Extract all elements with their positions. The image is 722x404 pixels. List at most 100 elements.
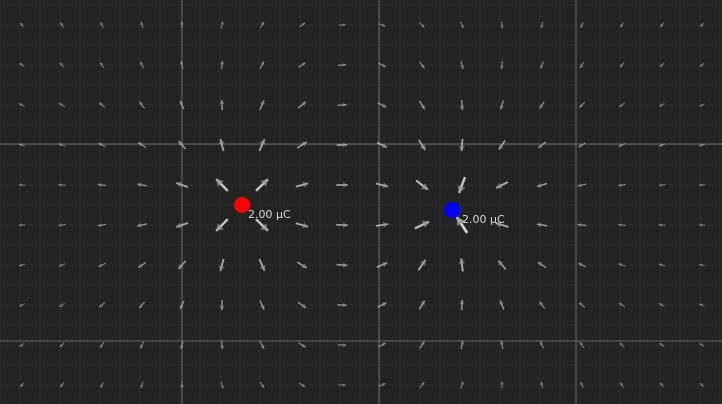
arrow-icon — [337, 343, 347, 348]
arrow-icon — [658, 183, 666, 187]
arrow-icon — [455, 216, 469, 234]
arrow-icon — [58, 263, 66, 267]
arrow-icon — [459, 100, 465, 110]
arrow-icon — [458, 138, 465, 152]
arrow-icon — [180, 381, 184, 389]
arrow-icon — [298, 62, 306, 68]
arrow-icon — [297, 101, 307, 109]
arrow-icon — [419, 22, 425, 28]
arrow-icon — [578, 101, 586, 109]
arrow-icon — [578, 142, 586, 148]
arrow-icon — [140, 381, 144, 389]
electric-field-vectors — [18, 21, 706, 389]
arrow-icon — [219, 299, 225, 311]
arrow-icon — [417, 259, 427, 271]
arrow-icon — [497, 260, 507, 270]
arrow-icon — [336, 222, 348, 228]
arrow-icon — [580, 21, 584, 29]
arrow-icon — [18, 263, 26, 267]
arrow-icon — [220, 21, 225, 29]
arrow-icon — [98, 302, 106, 308]
arrow-icon — [618, 183, 626, 188]
negative-charge[interactable] — [444, 202, 460, 218]
arrow-icon — [414, 220, 430, 230]
arrow-icon — [140, 21, 144, 29]
arrow-icon — [336, 262, 348, 268]
arrow-icon — [218, 138, 225, 152]
arrow-icon — [418, 300, 426, 310]
arrow-icon — [378, 382, 386, 388]
arrow-icon — [419, 341, 425, 349]
arrow-icon — [19, 62, 25, 68]
arrow-icon — [375, 221, 389, 228]
arrow-icon — [18, 143, 26, 147]
arrow-icon — [658, 223, 666, 227]
arrow-icon — [699, 62, 705, 68]
arrow-icon — [460, 60, 465, 70]
arrow-icon — [59, 382, 65, 388]
arrow-icon — [499, 100, 505, 110]
arrow-icon — [619, 382, 625, 388]
arrow-icon — [18, 223, 26, 227]
arrow-icon — [618, 302, 626, 308]
arrow-icon — [259, 21, 265, 29]
arrow-icon — [699, 382, 705, 388]
arrow-icon — [19, 22, 25, 28]
arrow-icon — [658, 263, 666, 267]
arrow-icon — [98, 142, 106, 148]
arrow-icon — [59, 62, 65, 68]
arrow-icon — [215, 178, 229, 192]
arrow-icon — [58, 182, 66, 187]
arrow-icon — [579, 61, 585, 69]
arrow-icon — [699, 263, 705, 267]
arrow-icon — [259, 100, 265, 110]
arrow-icon — [296, 261, 308, 269]
arrow-icon — [579, 341, 585, 349]
arrow-icon — [58, 143, 66, 147]
arrow-icon — [139, 61, 145, 69]
arrow-icon — [138, 301, 146, 309]
arrow-icon — [495, 221, 509, 228]
arrow-icon — [618, 262, 626, 267]
arrow-icon — [97, 223, 107, 228]
arrow-icon — [377, 302, 387, 308]
arrow-icon — [259, 341, 265, 349]
arrow-icon — [338, 23, 346, 27]
arrow-icon — [215, 218, 229, 232]
arrow-icon — [297, 301, 307, 309]
arrow-icon — [618, 222, 626, 227]
arrow-icon — [59, 302, 65, 308]
arrow-icon — [540, 381, 544, 389]
arrow-icon — [259, 381, 265, 389]
arrow-icon — [699, 22, 705, 28]
arrow-icon — [699, 103, 705, 107]
arrow-icon — [698, 183, 706, 187]
positive-charge[interactable] — [234, 197, 250, 213]
arrow-icon — [419, 61, 425, 69]
arrow-icon — [19, 382, 25, 388]
arrow-icon — [375, 182, 389, 189]
arrow-icon — [457, 176, 467, 194]
arrow-icon — [219, 99, 225, 111]
arrow-icon — [499, 61, 504, 69]
arrow-icon — [376, 141, 388, 149]
arrow-icon — [137, 182, 147, 188]
negative-charge-label: -2.00 μC — [458, 213, 505, 226]
arrow-icon — [137, 222, 147, 228]
arrow-icon — [619, 62, 625, 68]
arrow-icon — [220, 340, 225, 350]
arrow-icon — [699, 342, 705, 348]
arrow-icon — [536, 222, 548, 228]
arrow-icon — [336, 142, 348, 148]
arrow-icon — [99, 342, 105, 348]
arrow-icon — [577, 183, 587, 188]
arrow-icon — [19, 303, 25, 307]
arrow-icon — [418, 139, 426, 151]
arrow-icon — [258, 258, 266, 272]
arrow-icon — [698, 223, 706, 227]
arrow-icon — [499, 300, 505, 310]
arrow-icon — [618, 102, 626, 108]
